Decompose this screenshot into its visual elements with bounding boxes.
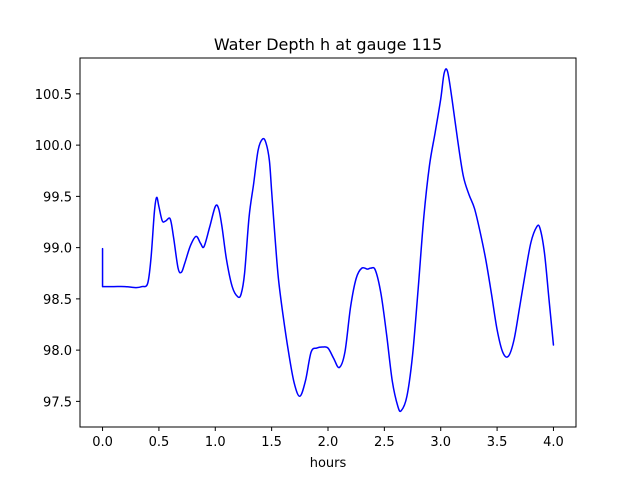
x-tick-label: 2.5 — [374, 435, 395, 450]
x-tick-label: 1.5 — [261, 435, 282, 450]
y-tick-label: 99.0 — [43, 242, 72, 257]
y-tick-label: 97.5 — [43, 395, 72, 410]
chart-title: Water Depth h at gauge 115 — [214, 35, 442, 54]
y-tick-label: 100.5 — [35, 88, 72, 103]
x-tick-label: 1.0 — [205, 435, 226, 450]
y-tick-label: 100.0 — [35, 139, 72, 154]
y-tick-label: 99.5 — [43, 190, 72, 205]
y-tick-label: 98.0 — [43, 344, 72, 359]
x-tick-label: 2.0 — [318, 435, 339, 450]
x-axis-ticks: 0.0 0.5 1.0 1.5 2.0 2.5 3.0 3.5 4.0 — [92, 427, 564, 450]
plot-area-frame — [79, 57, 577, 428]
x-axis-label: hours — [310, 456, 347, 471]
y-axis-ticks: 97.5 98.0 98.5 99.0 99.5 100.0 100.5 — [35, 88, 80, 410]
x-tick-label: 3.5 — [487, 435, 508, 450]
x-tick-label: 0.0 — [92, 435, 113, 450]
water-depth-line — [101, 68, 555, 413]
x-tick-label: 0.5 — [149, 435, 170, 450]
x-tick-label: 4.0 — [543, 435, 564, 450]
y-tick-label: 98.5 — [43, 293, 72, 308]
x-tick-label: 3.0 — [430, 435, 451, 450]
